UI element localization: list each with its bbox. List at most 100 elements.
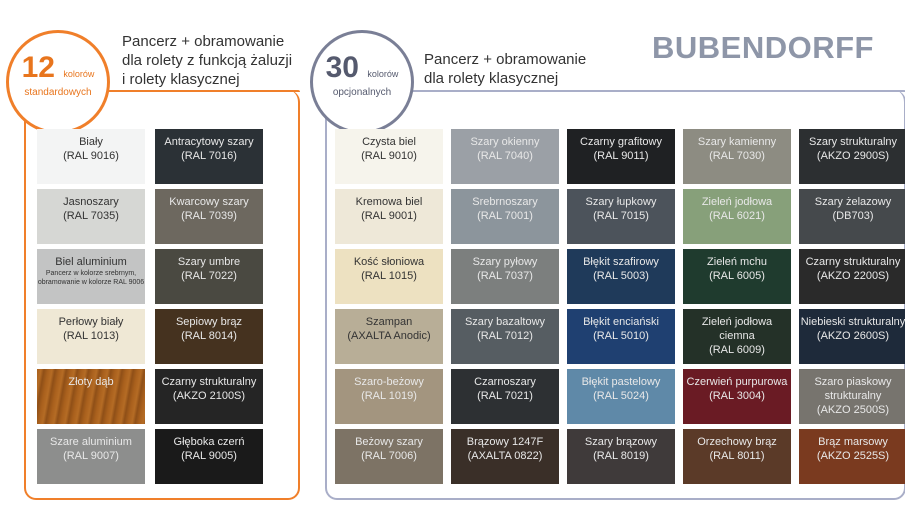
swatch-note: Pancerz w kolorze srebrnym, obramowanie …	[37, 270, 145, 286]
optional-swatch: Szary okienny (RAL 7040)	[451, 129, 559, 184]
optional-swatch: Szaro piaskowy strukturalny (AKZO 2500S)	[799, 369, 905, 424]
standard-count-sub: standardowych	[24, 87, 92, 98]
optional-swatch: Zieleń jodłowa ciemna (RAL 6009)	[683, 309, 791, 364]
swatch-code: (RAL 6009)	[709, 344, 765, 356]
standard-swatch: Kwarcowy szary (RAL 7039)	[155, 189, 263, 244]
swatch-name: Szary kamienny	[697, 136, 777, 148]
swatch-name: Antracytowy szary	[164, 136, 254, 148]
swatch-code: (RAL 7040)	[477, 150, 533, 162]
optional-swatch: Czarnoszary (RAL 7021)	[451, 369, 559, 424]
optional-swatch: Błękit szafirowy (RAL 5003)	[567, 249, 675, 304]
swatch-name: Biały	[79, 136, 103, 148]
optional-swatch: Szampan (AXALTA Anodic)	[335, 309, 443, 364]
swatch-name: Sepiowy brąz	[175, 316, 243, 328]
optional-swatch: Szaro-beżowy (RAL 1019)	[335, 369, 443, 424]
standard-swatch: Sepiowy brąz (RAL 8014)	[155, 309, 263, 364]
swatch-code: (AKZO 2200S)	[816, 270, 890, 282]
standard-count-word: kolorów	[63, 69, 95, 79]
swatch-name: Perłowy biały	[58, 316, 124, 328]
swatch-name: Zieleń jodłowa ciemna	[701, 316, 773, 342]
swatch-code: (AXALTA 0822)	[467, 450, 543, 462]
optional-swatch: Brązowy 1247F (AXALTA 0822)	[451, 429, 559, 484]
swatch-code: (RAL 8019)	[593, 450, 649, 462]
optional-swatch: Błękit pastelowy (RAL 5024)	[567, 369, 675, 424]
swatch-code: (RAL 6005)	[709, 270, 765, 282]
swatch-name: Niebieski strukturalny	[800, 316, 905, 328]
swatch-name: Szary okienny	[470, 136, 540, 148]
swatch-code: (RAL 9007)	[63, 450, 119, 462]
swatch-code: (RAL 7016)	[181, 150, 237, 162]
swatch-name: Biel aluminium	[55, 256, 127, 268]
optional-count: 30	[325, 51, 359, 84]
standard-heading: Pancerz + obramowanie dla rolety z funkc…	[122, 32, 302, 89]
optional-swatch: Szary bazaltowy (RAL 7012)	[451, 309, 559, 364]
standard-swatch: Biały (RAL 9016)	[37, 129, 145, 184]
swatch-code: (RAL 5010)	[593, 330, 649, 342]
swatch-code: (RAL 1015)	[361, 270, 417, 282]
swatch-code: (RAL 7039)	[181, 210, 237, 222]
swatch-name: Czysta biel	[362, 136, 416, 148]
swatch-code: (RAL 9011)	[593, 150, 649, 162]
swatch-code: (AKZO 2500S)	[816, 404, 890, 416]
swatch-name: Błękit szafirowy	[583, 256, 659, 268]
swatch-code: (RAL 7015)	[593, 210, 649, 222]
standard-heading-line: Pancerz + obramowanie	[122, 33, 285, 50]
optional-swatch: Błękit enciański (RAL 5010)	[567, 309, 675, 364]
swatch-name: Błękit enciański	[583, 316, 659, 328]
optional-swatch: Szary brązowy (RAL 8019)	[567, 429, 675, 484]
swatch-code: (AKZO 2900S)	[816, 150, 890, 162]
swatch-code: (RAL 9005)	[181, 450, 237, 462]
swatch-code: (RAL 7001)	[477, 210, 533, 222]
optional-swatch: Szary kamienny (RAL 7030)	[683, 129, 791, 184]
standard-swatch: Szary umbre (RAL 7022)	[155, 249, 263, 304]
optional-swatch: Czarny strukturalny (AKZO 2200S)	[799, 249, 905, 304]
swatch-name: Szary bazaltowy	[464, 316, 546, 328]
optional-swatch: Brąz marsowy (AKZO 2525S)	[799, 429, 905, 484]
swatch-code: (RAL 8011)	[709, 450, 765, 462]
standard-count-badge: 12 kolorów standardowych	[6, 30, 110, 134]
swatch-name: Czarnoszary	[474, 376, 536, 388]
swatch-name: Czarny strukturalny	[161, 376, 257, 388]
swatch-code: (RAL 9010)	[361, 150, 417, 162]
standard-colors-panel	[24, 90, 300, 500]
swatch-code: (RAL 9016)	[63, 150, 119, 162]
optional-swatch: Srebrnoszary (RAL 7001)	[451, 189, 559, 244]
optional-swatch: Niebieski strukturalny (AKZO 2600S)	[799, 309, 905, 364]
standard-heading-line: i rolety klasycznej	[122, 71, 240, 88]
optional-heading: Pancerz + obramowanie dla rolety klasycz…	[424, 50, 624, 88]
optional-swatch: Czerwień purpurowa (RAL 3004)	[683, 369, 791, 424]
swatch-code: (RAL 7021)	[477, 390, 533, 402]
brand-logo: BUBENDORFF	[652, 30, 874, 65]
standard-swatch: Szare aluminium (RAL 9007)	[37, 429, 145, 484]
swatch-code: (RAL 7037)	[477, 270, 533, 282]
standard-count: 12	[21, 51, 55, 84]
optional-swatch: Zieleń jodłowa (RAL 6021)	[683, 189, 791, 244]
optional-swatch: Szary łupkowy (RAL 7015)	[567, 189, 675, 244]
swatch-name: Czarny grafitowy	[580, 136, 662, 148]
swatch-name: Szaro piaskowy strukturalny	[814, 376, 892, 402]
swatch-name: Szary żelazowy	[814, 196, 892, 208]
swatch-name: Szampan	[365, 316, 413, 328]
optional-heading-line: Pancerz + obramowanie	[424, 51, 587, 68]
swatch-code: (AKZO 2600S)	[816, 330, 890, 342]
optional-swatch: Szary żelazowy (DB703)	[799, 189, 905, 244]
optional-heading-line: dla rolety klasycznej	[424, 70, 559, 87]
swatch-code: (RAL 7035)	[63, 210, 119, 222]
swatch-name: Szaro-beżowy	[354, 376, 424, 388]
swatch-name: Kość słoniowa	[353, 256, 425, 268]
swatch-name: Szary brązowy	[584, 436, 658, 448]
swatch-name: Brązowy 1247F	[466, 436, 544, 448]
swatch-name: Brąz marsowy	[818, 436, 888, 448]
swatch-code: (AKZO 2525S)	[816, 450, 890, 462]
swatch-name: Szary łupkowy	[585, 196, 657, 208]
optional-swatch: Beżowy szary (RAL 7006)	[335, 429, 443, 484]
swatch-name: Szary umbre	[177, 256, 241, 268]
swatch-code: (AKZO 2100S)	[172, 390, 246, 402]
swatch-name: Jasnoszary	[63, 196, 119, 208]
optional-swatch: Zieleń mchu (RAL 6005)	[683, 249, 791, 304]
swatch-name: Beżowy szary	[355, 436, 423, 448]
optional-swatch: Kremowa biel (RAL 9001)	[335, 189, 443, 244]
optional-swatch: Czarny grafitowy (RAL 9011)	[567, 129, 675, 184]
swatch-code: (DB703)	[832, 210, 874, 222]
swatch-name: Orzechowy brąz	[697, 436, 777, 448]
